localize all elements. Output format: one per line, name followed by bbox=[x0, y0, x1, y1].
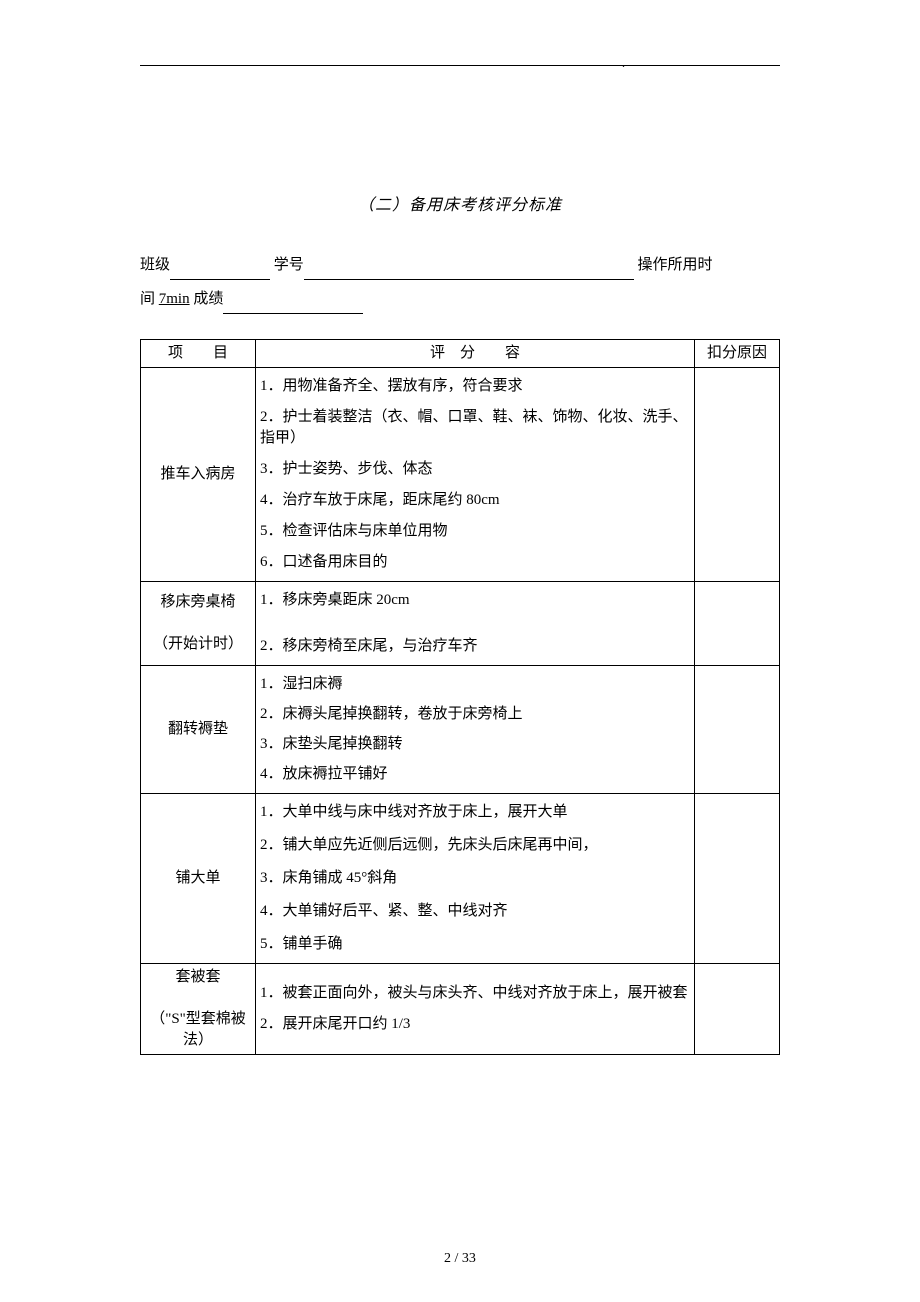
evaluation-table: 项 目 评 分 容 扣分原因 推车入病房1．用物准备齐全、摆放有序，符合要求2．… bbox=[140, 339, 780, 1055]
row-item-cell: 翻转褥垫 bbox=[141, 666, 256, 794]
header-reason: 扣分原因 bbox=[695, 340, 780, 368]
class-label: 班级 bbox=[140, 257, 170, 273]
header-item: 项 目 bbox=[141, 340, 256, 368]
table-row: 移床旁桌椅 （开始计时）1．移床旁桌距床 20cm 2．移床旁椅至床尾，与治疗车… bbox=[141, 582, 780, 666]
row-item-cell: 移床旁桌椅 （开始计时） bbox=[141, 582, 256, 666]
form-line-2: 间 7min 成绩 bbox=[140, 284, 780, 314]
row-reason-cell bbox=[695, 582, 780, 666]
row-reason-cell bbox=[695, 794, 780, 964]
table-row: 套被套 （"S"型套棉被法）1．被套正面向外，被头与床头齐、中线对齐放于床上，展… bbox=[141, 964, 780, 1055]
time-value: 7min bbox=[159, 291, 190, 307]
table-row: 推车入病房1．用物准备齐全、摆放有序，符合要求2．护士着装整洁（衣、帽、口罩、鞋… bbox=[141, 368, 780, 582]
score-blank bbox=[223, 296, 363, 314]
time-label: 操作所用时 bbox=[638, 257, 713, 273]
form-line-1: 班级 学号 操作所用时 bbox=[140, 250, 780, 280]
row-content-cell: 1．用物准备齐全、摆放有序，符合要求2．护士着装整洁（衣、帽、口罩、鞋、袜、饰物… bbox=[256, 368, 695, 582]
class-blank bbox=[170, 262, 270, 280]
id-blank bbox=[304, 262, 634, 280]
table-header-row: 项 目 评 分 容 扣分原因 bbox=[141, 340, 780, 368]
form-area: 班级 学号 操作所用时 间 7min 成绩 bbox=[140, 250, 780, 314]
table-row: 翻转褥垫1．湿扫床褥2．床褥头尾掉换翻转，卷放于床旁椅上3．床垫头尾掉换翻转4．… bbox=[141, 666, 780, 794]
row-item-cell: 套被套 （"S"型套棉被法） bbox=[141, 964, 256, 1055]
id-label: 学号 bbox=[274, 257, 304, 273]
time-line2-label: 间 bbox=[140, 291, 155, 307]
row-item-cell: 推车入病房 bbox=[141, 368, 256, 582]
row-content-cell: 1．移床旁桌距床 20cm 2．移床旁椅至床尾，与治疗车齐 bbox=[256, 582, 695, 666]
row-content-cell: 1．被套正面向外，被头与床头齐、中线对齐放于床上，展开被套2．展开床尾开口约 1… bbox=[256, 964, 695, 1055]
row-reason-cell bbox=[695, 964, 780, 1055]
page-number: 2 / 33 bbox=[0, 1251, 920, 1267]
row-reason-cell bbox=[695, 368, 780, 582]
document-page: （二）备用床考核评分标准 班级 学号 操作所用时 间 7min 成绩 项 目 评… bbox=[0, 0, 920, 1302]
row-item-cell: 铺大单 bbox=[141, 794, 256, 964]
table-body: 推车入病房1．用物准备齐全、摆放有序，符合要求2．护士着装整洁（衣、帽、口罩、鞋… bbox=[141, 368, 780, 1055]
row-content-cell: 1．湿扫床褥2．床褥头尾掉换翻转，卷放于床旁椅上3．床垫头尾掉换翻转4．放床褥拉… bbox=[256, 666, 695, 794]
row-reason-cell bbox=[695, 666, 780, 794]
top-rule bbox=[140, 65, 780, 66]
header-content: 评 分 容 bbox=[256, 340, 695, 368]
score-label: 成绩 bbox=[193, 291, 223, 307]
row-content-cell: 1．大单中线与床中线对齐放于床上，展开大单2．铺大单应先近侧后远侧，先床头后床尾… bbox=[256, 794, 695, 964]
table-row: 铺大单1．大单中线与床中线对齐放于床上，展开大单2．铺大单应先近侧后远侧，先床头… bbox=[141, 794, 780, 964]
document-title: （二）备用床考核评分标准 bbox=[140, 191, 780, 215]
